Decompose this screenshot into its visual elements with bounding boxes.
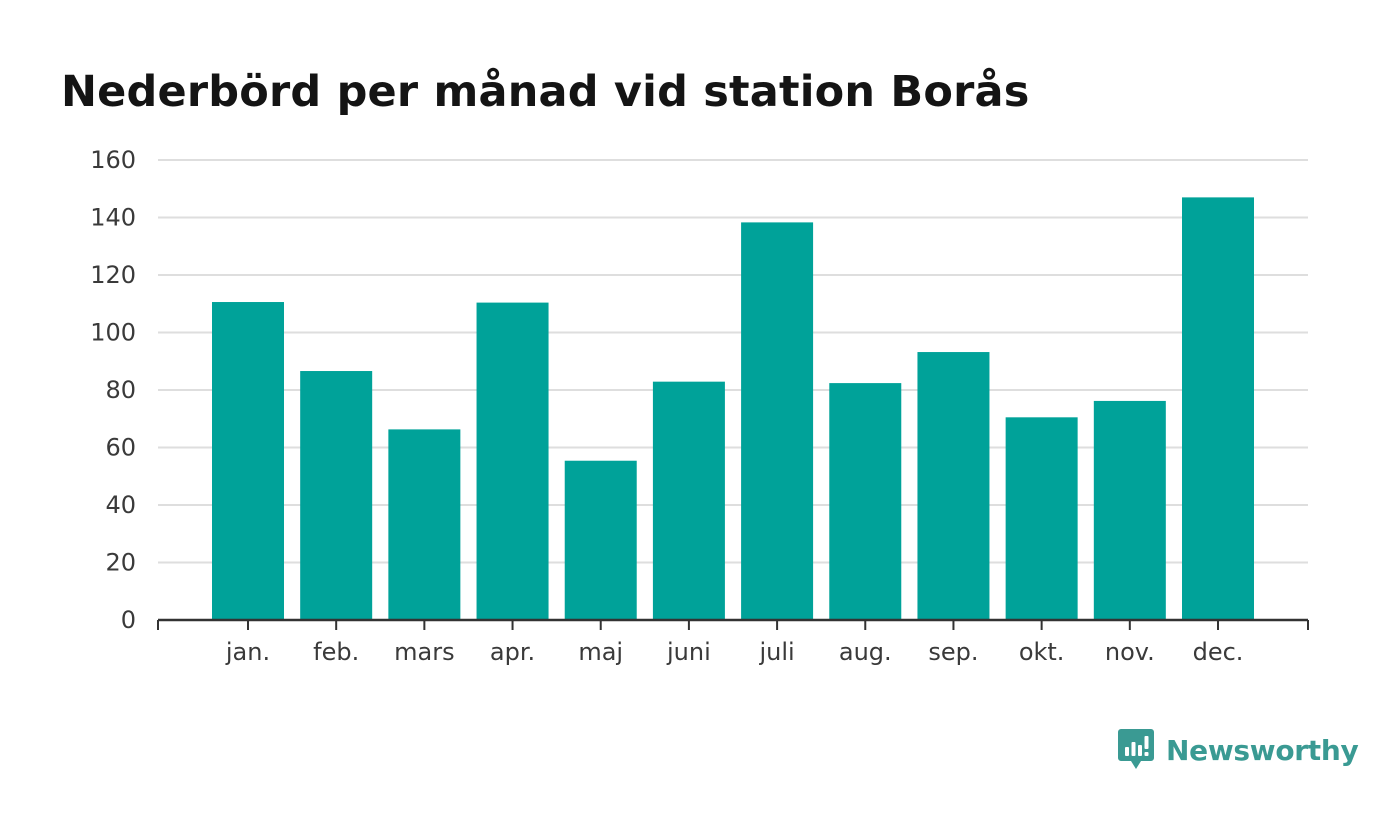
x-tick-label: nov. (1105, 638, 1155, 666)
bar-1 (300, 371, 373, 620)
bar-6 (741, 222, 814, 620)
bar-7 (829, 383, 902, 620)
x-tick-label: mars (394, 638, 454, 666)
chart-title: Nederbörd per månad vid station Borås (61, 67, 1030, 117)
x-tick-label: aug. (839, 638, 892, 666)
x-tick-label: maj (578, 638, 623, 666)
bar-chart-speech-bubble-icon (1118, 729, 1154, 769)
y-tick-label: 80 (105, 376, 136, 404)
y-tick-label: 160 (90, 146, 136, 174)
x-tick-label: jan. (225, 638, 270, 666)
x-tick-label: feb. (313, 638, 359, 666)
y-tick-label: 120 (90, 261, 136, 289)
y-tick-label: 140 (90, 204, 136, 232)
y-tick-label: 40 (105, 491, 136, 519)
bar-8 (917, 352, 990, 620)
x-axis (157, 618, 1309, 630)
x-tick-label: apr. (490, 638, 535, 666)
x-tick-label: sep. (928, 638, 978, 666)
y-tick-label: 60 (105, 434, 136, 462)
newsworthy-logo: Newsworthy (1118, 727, 1359, 773)
bars (212, 197, 1254, 620)
y-tick-label: 100 (90, 319, 136, 347)
x-axis-ticks: jan. feb. mars apr. maj juni juli aug. sep. okt. n… (225, 638, 1244, 666)
x-tick-label: dec. (1193, 638, 1244, 666)
bar-11 (1182, 197, 1254, 620)
y-tick-label: 20 (105, 549, 136, 577)
x-tick-label: juli (758, 638, 794, 666)
bar-0 (212, 302, 284, 620)
bar-3 (476, 302, 549, 620)
x-tick-label: okt. (1019, 638, 1065, 666)
y-axis-ticks: 0 20 40 60 80 100 120 140 160 (90, 146, 136, 634)
bar-4 (564, 460, 637, 620)
bar-9 (1005, 417, 1078, 620)
logo-text: Newsworthy (1166, 733, 1359, 767)
bar-2 (388, 429, 461, 620)
y-tick-label: 0 (121, 606, 136, 634)
bar-5 (652, 381, 725, 620)
bar-10 (1093, 400, 1166, 620)
x-tick-label: juni (666, 638, 711, 666)
